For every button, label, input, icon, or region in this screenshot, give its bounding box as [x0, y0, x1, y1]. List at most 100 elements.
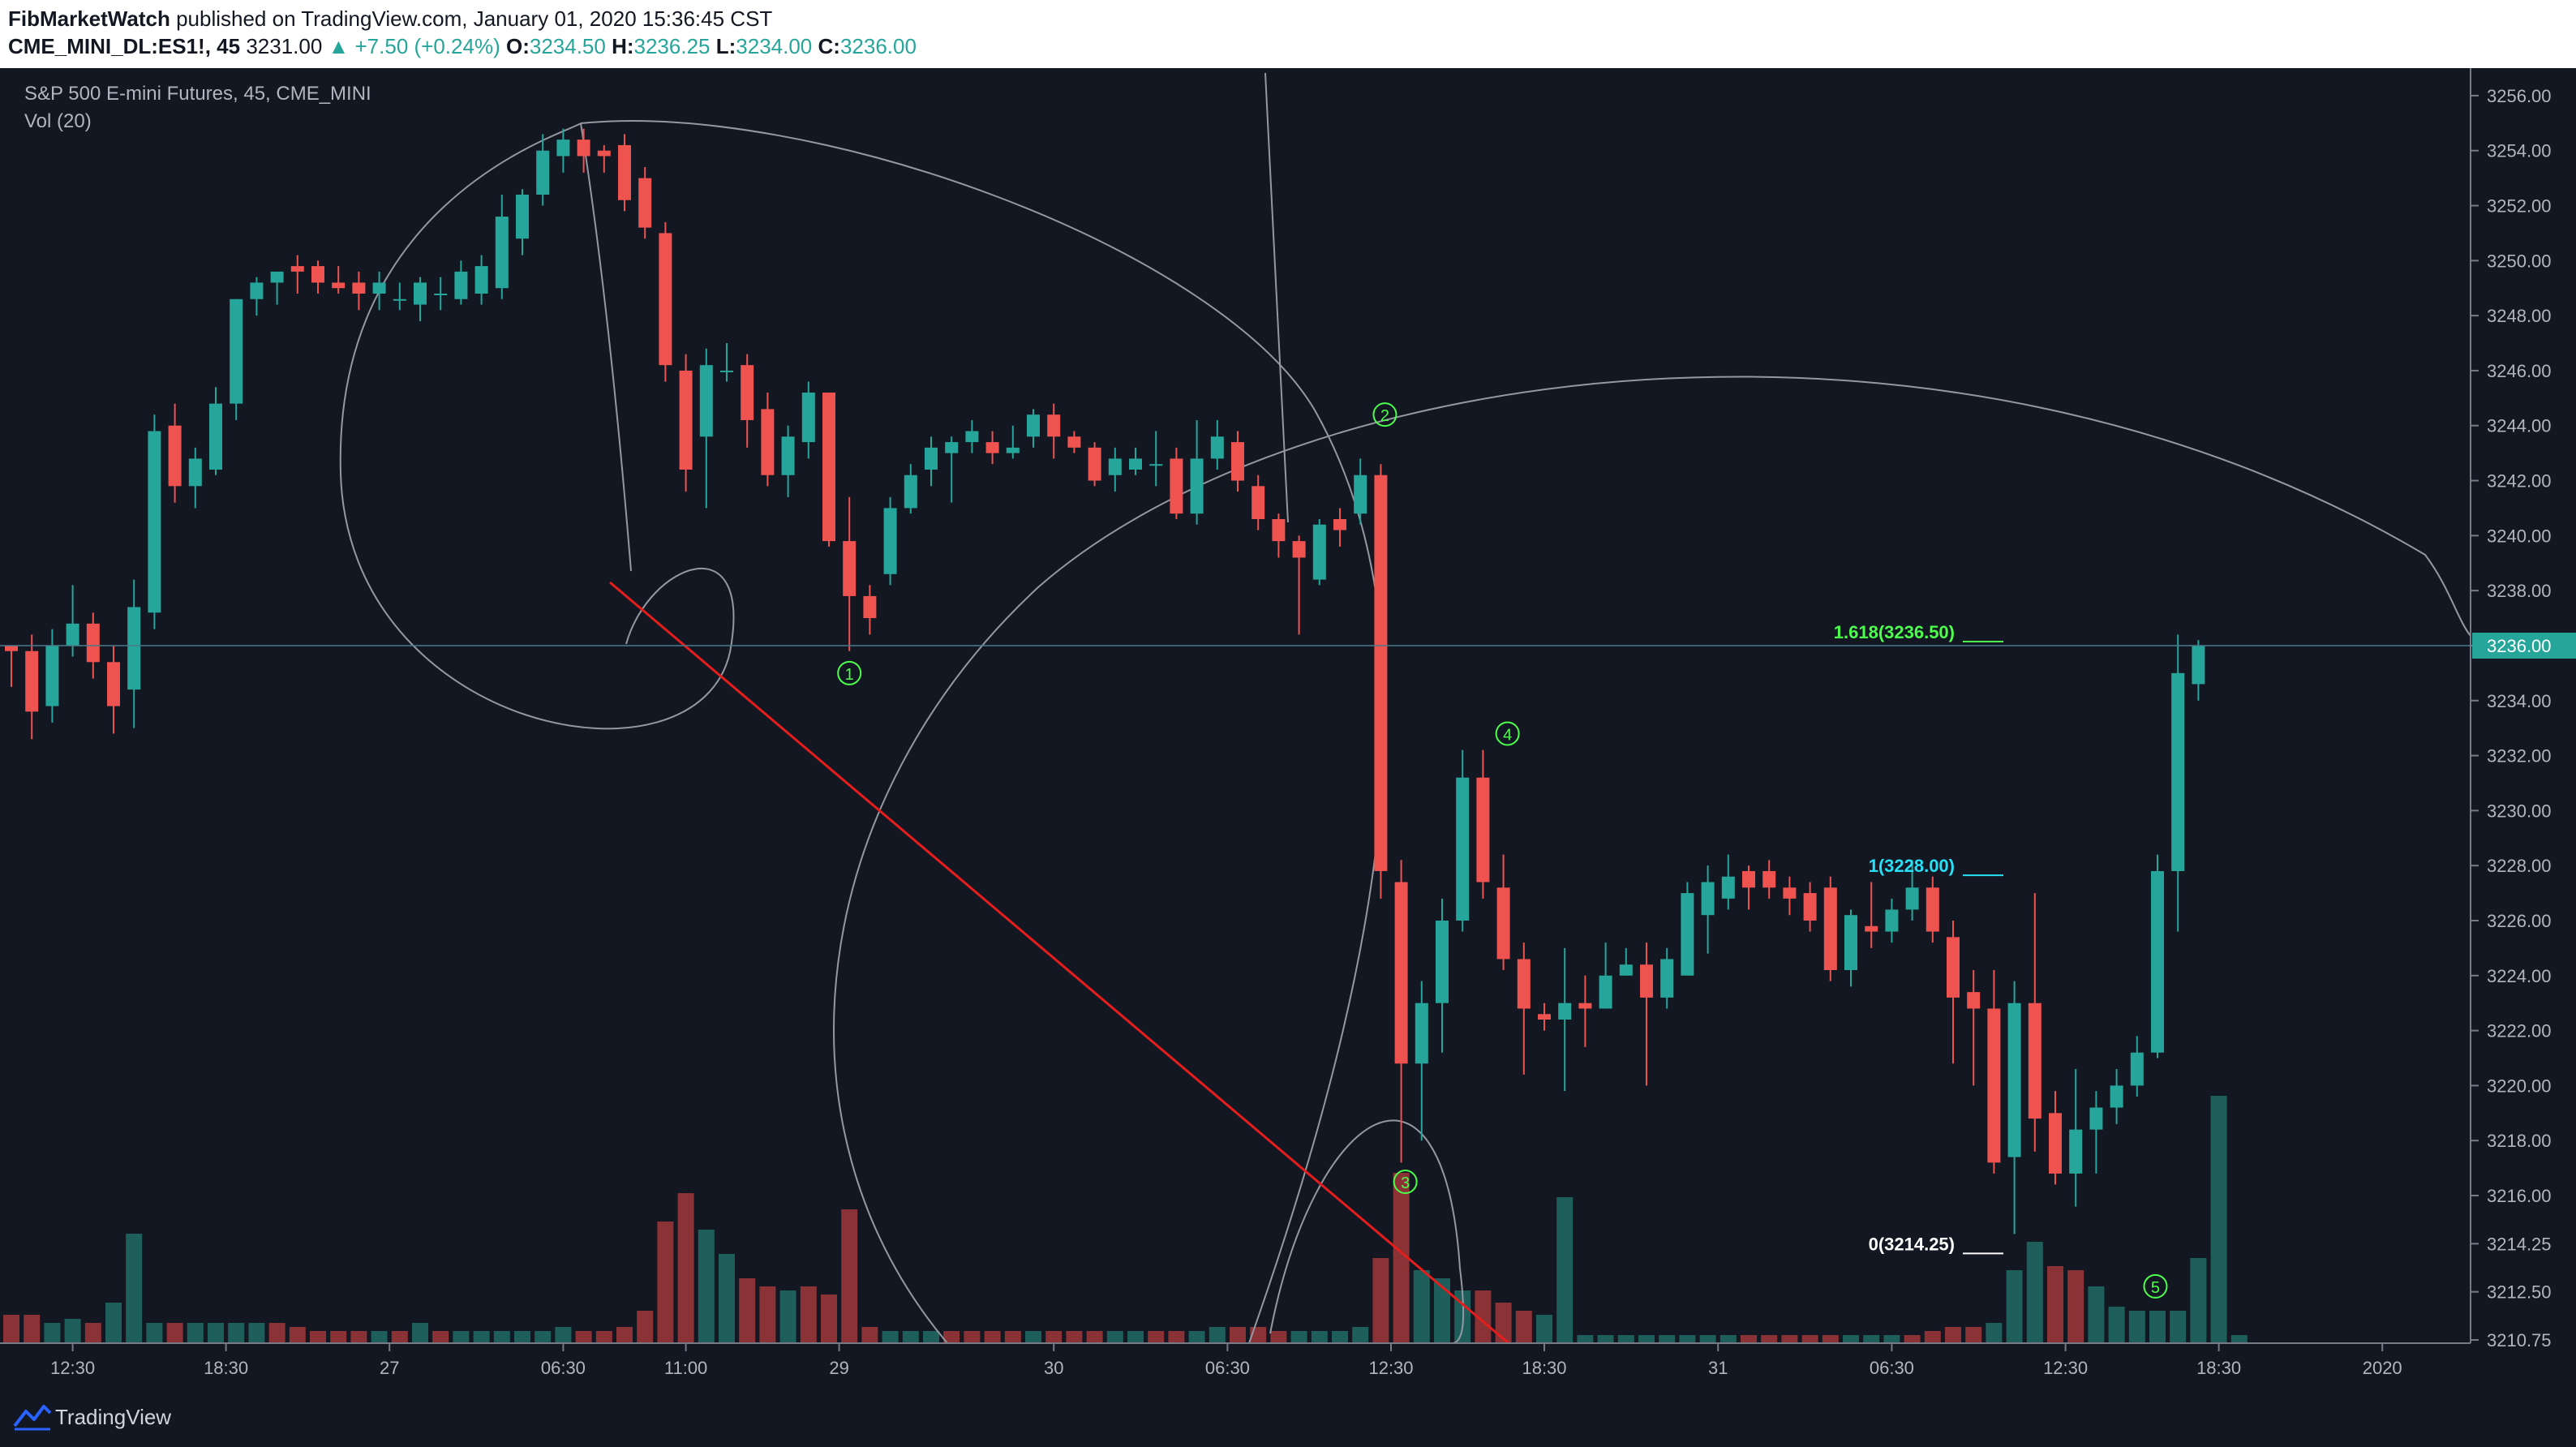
- volume-bar: [1209, 1327, 1226, 1343]
- candle-body: [230, 298, 243, 404]
- volume-bar: [2047, 1266, 2063, 1343]
- candle-body: [414, 282, 427, 305]
- time-axis[interactable]: 12:30 18:30 27 06:30 11:00 29 30 06:30 12:30 18:3…: [50, 1343, 2402, 1378]
- time-tick-label: 12:30: [1368, 1358, 1413, 1378]
- volume-bar: [1781, 1335, 1798, 1343]
- price-tick-label: 3250.00: [2487, 251, 2552, 271]
- volume-bar: [1556, 1197, 1574, 1343]
- candle-body: [801, 393, 815, 443]
- candle-body: [2110, 1085, 2123, 1108]
- candle-body: [2007, 1003, 2021, 1157]
- candle-body: [1578, 1003, 1592, 1009]
- wave-label: 2: [1380, 407, 1389, 425]
- volume-bar: [1168, 1331, 1185, 1343]
- fib-level-label: 0(3214.25): [1869, 1234, 1955, 1254]
- volume-bar: [1965, 1327, 1982, 1343]
- candle-body: [86, 623, 100, 663]
- volume-bar: [1004, 1331, 1021, 1343]
- fib-arc-small[interactable]: [1269, 1119, 1465, 1344]
- candle-body: [188, 458, 202, 487]
- candle-body: [25, 651, 39, 712]
- volume-bar: [1106, 1331, 1123, 1343]
- volume-bar: [1577, 1335, 1594, 1343]
- volume-bar: [514, 1331, 530, 1343]
- candle-body: [720, 370, 733, 372]
- volume-bar: [719, 1254, 735, 1343]
- volume-bar: [1148, 1331, 1165, 1343]
- candle-body: [1374, 474, 1388, 871]
- volume-bar: [371, 1331, 388, 1343]
- volume-bar: [1904, 1335, 1921, 1343]
- candle-body: [1558, 1003, 1572, 1020]
- trend-line[interactable]: [609, 581, 1509, 1345]
- volume-bar: [637, 1311, 654, 1343]
- candle-body: [1517, 959, 1531, 1009]
- fib-spiral-outer-arc[interactable]: [580, 120, 1386, 1344]
- candle-body: [1640, 964, 1653, 998]
- time-tick-label: 06:30: [1205, 1358, 1250, 1378]
- fib-spiral-line-2[interactable]: [1264, 72, 1289, 523]
- volume-bar: [575, 1331, 592, 1343]
- time-tick-label: 06:30: [1870, 1358, 1914, 1378]
- volume-bar: [3, 1315, 19, 1343]
- price-axis[interactable]: 3256.00 3254.00 3252.00 3250.00 3248.00 3246.…: [2471, 86, 2576, 1350]
- price-tick-label: 3214.25: [2487, 1234, 2552, 1254]
- wave-label: 4: [1503, 726, 1512, 744]
- candle-body: [618, 144, 631, 200]
- candle-body: [1783, 887, 1797, 899]
- candle-body: [597, 150, 611, 157]
- volume-bar: [2108, 1307, 2125, 1343]
- candle-body: [1129, 458, 1142, 470]
- volume-bar: [126, 1234, 143, 1343]
- volume-bar: [984, 1331, 1001, 1343]
- candle-body: [474, 266, 488, 294]
- candle-body: [1721, 876, 1735, 899]
- price-change: ▲ +7.50 (+0.24%): [328, 34, 500, 58]
- volume-bar: [166, 1323, 183, 1343]
- candle-body: [1844, 915, 1857, 971]
- volume-bar: [268, 1323, 286, 1343]
- candle-body: [45, 645, 59, 706]
- volume-bar: [432, 1331, 449, 1343]
- candle-body: [659, 233, 672, 366]
- volume-bar: [657, 1222, 674, 1343]
- last-price-badge: [2472, 632, 2576, 659]
- volume-bar: [1352, 1327, 1369, 1343]
- volume-bar: [1086, 1331, 1103, 1343]
- candle-body: [2069, 1129, 2083, 1174]
- fib-spiral-arc[interactable]: [339, 122, 735, 730]
- volume-bar: [1413, 1270, 1430, 1343]
- volume-bar: [698, 1230, 715, 1343]
- wave-label: 1: [845, 666, 854, 684]
- tradingview-logo-icon[interactable]: [11, 1402, 54, 1431]
- fib-arc-large[interactable]: [833, 376, 2471, 1344]
- candle-body: [1619, 964, 1633, 976]
- candle-body: [516, 194, 529, 239]
- price-tick-label: 3222.00: [2487, 1021, 2552, 1041]
- candle-body: [1496, 887, 1510, 960]
- candle-body: [679, 370, 693, 470]
- author-name[interactable]: FibMarketWatch: [8, 6, 170, 31]
- fib-spiral-line[interactable]: [580, 122, 632, 572]
- volume-bar: [289, 1327, 306, 1343]
- price-chart[interactable]: 1.618(3236.50) 1(3228.00) 0(3214.25) 1 2 3 4 5…: [0, 68, 2576, 1385]
- price-tick-label: 3212.50: [2487, 1282, 2552, 1303]
- footer-brand[interactable]: TradingView: [55, 1405, 172, 1429]
- close-value: 3236.00: [839, 34, 917, 58]
- fib-drawings[interactable]: [339, 72, 2471, 1345]
- candle-body: [577, 140, 590, 157]
- candle-body: [1456, 777, 1470, 921]
- volume-bar: [493, 1331, 510, 1343]
- price-tick-label: 3210.75: [2487, 1330, 2552, 1350]
- volume-bar: [677, 1193, 694, 1343]
- candle-body: [127, 607, 141, 690]
- close-label: C:: [818, 34, 840, 58]
- volume-bar: [1311, 1331, 1328, 1343]
- volume-bar: [1659, 1335, 1676, 1343]
- symbol-name[interactable]: CME_MINI_DL:ES1!, 45: [8, 34, 241, 58]
- volume-bar: [248, 1323, 265, 1343]
- volume-bar: [616, 1327, 633, 1343]
- chart-area[interactable]: 1.618(3236.50) 1(3228.00) 0(3214.25) 1 2 3 4 5…: [0, 68, 2576, 1385]
- volume-bar: [2230, 1335, 2248, 1343]
- candle-body: [495, 217, 509, 289]
